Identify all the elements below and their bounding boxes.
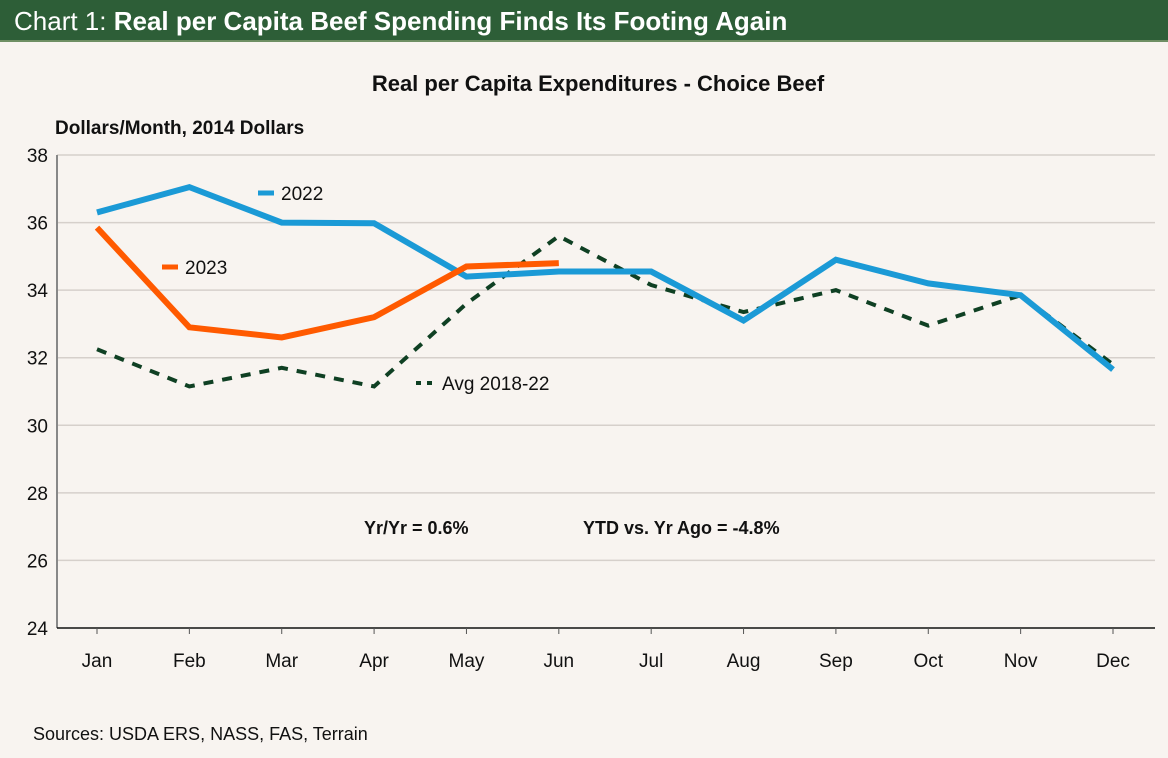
chart-number: Chart 1:	[14, 6, 114, 36]
annotations: Yr/Yr = 0.6% YTD vs. Yr Ago = -4.8%	[364, 518, 780, 538]
annotation-yr-yr: Yr/Yr = 0.6%	[364, 518, 469, 538]
legend-label-2023: 2023	[185, 258, 227, 279]
x-tick-label: May	[449, 651, 485, 672]
x-tick-label: Dec	[1096, 651, 1130, 672]
chart-headline: Real per Capita Beef Spending Finds Its …	[113, 6, 788, 36]
gridlines	[57, 154, 1155, 562]
y-tick-label: 24	[27, 619, 49, 640]
chart-title: Real per Capita Expenditures - Choice Be…	[371, 71, 825, 96]
x-tick-label: Apr	[359, 651, 389, 672]
x-tick-label: Feb	[173, 651, 206, 672]
x-tick-label: Sep	[819, 651, 853, 672]
y-tick-label: 26	[27, 551, 48, 572]
x-tick-label: Aug	[727, 651, 761, 672]
legend-label-avg: Avg 2018-22	[442, 374, 549, 395]
y-tick-label: 30	[27, 416, 48, 437]
legend-label-2022: 2022	[281, 184, 323, 205]
y-tick-label: 36	[27, 214, 48, 235]
series-line-2023	[94, 225, 559, 341]
y-tick-label: 38	[27, 146, 48, 167]
x-tick-label: Mar	[265, 651, 298, 672]
chart-header: Chart 1: Real per Capita Beef Spending F…	[0, 0, 1168, 42]
y-tick-label: 28	[27, 484, 48, 505]
x-tick-label: Jul	[639, 651, 663, 672]
x-axis-ticks: Jan Feb Mar Apr May Jun Jul Aug Sep Oct Nov Dec	[82, 628, 1130, 672]
axes	[56, 155, 1155, 629]
y-axis-label: Dollars/Month, 2014 Dollars	[55, 118, 305, 139]
x-tick-label: Nov	[1004, 651, 1038, 672]
source-note: Sources: USDA ERS, NASS, FAS, Terrain	[33, 724, 368, 744]
x-tick-label: Jan	[82, 651, 113, 672]
x-tick-label: Jun	[543, 651, 574, 672]
annotation-ytd: YTD vs. Yr Ago = -4.8%	[583, 518, 780, 538]
series-lines	[94, 183, 1115, 389]
y-axis-ticks: 24 26 28 30 32 34 36 38	[27, 146, 49, 640]
series-line-avg-2018-22	[96, 233, 1115, 389]
x-tick-label: Oct	[913, 651, 943, 672]
series-line-2022	[96, 183, 1115, 372]
legend: 2022 2023 Avg 2018-22	[162, 184, 549, 395]
y-tick-label: 34	[27, 281, 49, 302]
y-tick-label: 32	[27, 349, 48, 370]
